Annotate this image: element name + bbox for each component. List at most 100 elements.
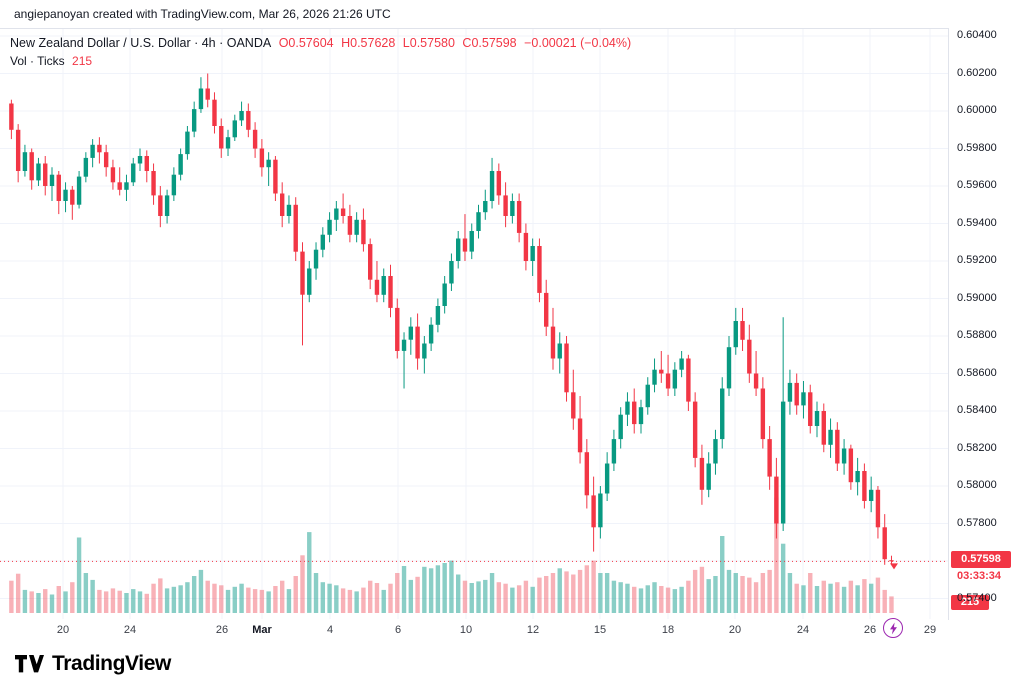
candle-body	[489, 171, 495, 201]
candle-body	[530, 246, 535, 261]
volume-bar	[9, 580, 14, 613]
x-axis-label: 18	[661, 624, 675, 636]
legend-row-symbol: New Zealand Dollar / U.S. Dollar · 4h · …	[10, 35, 631, 51]
candle-body	[300, 251, 305, 295]
candle-body	[692, 401, 698, 458]
last-price-badge: 0.57598	[951, 551, 1011, 568]
volume-bar	[726, 569, 732, 613]
volume-bar	[868, 583, 874, 613]
candle-body	[144, 156, 149, 171]
volume-bar	[720, 536, 725, 613]
candle-body	[821, 411, 826, 445]
volume-bar	[462, 580, 468, 613]
candle-body	[361, 219, 366, 245]
x-axis-label: 24	[123, 624, 137, 636]
volume-bar	[252, 589, 258, 613]
candle-body	[889, 560, 894, 562]
volume-bar	[571, 574, 576, 613]
volume-bar	[36, 593, 41, 613]
candle-body	[327, 219, 332, 235]
volume-bar	[368, 580, 373, 613]
candle-body	[266, 159, 271, 168]
volume-bar	[246, 587, 251, 613]
candle-body	[422, 343, 427, 359]
price-axis-label: 0.58600	[957, 367, 997, 379]
candle-body	[476, 212, 481, 231]
volume-bar	[205, 580, 210, 613]
candle-body	[835, 429, 840, 464]
volume-bar	[388, 583, 393, 613]
volume-bar	[510, 587, 515, 613]
candle-body	[252, 129, 258, 149]
candle-body	[841, 448, 847, 464]
volume-bar	[835, 582, 840, 613]
price-axis-label: 0.60000	[957, 104, 997, 116]
candle-body	[415, 326, 420, 359]
volume-bar	[43, 589, 48, 613]
time-axis[interactable]: 20 24 26 Mar 4 6 10 12 15 18 20 24 26 29	[0, 620, 948, 644]
price-axis-label: 0.59400	[957, 217, 997, 229]
chart-pane[interactable]: New Zealand Dollar / U.S. Dollar · 4h · …	[0, 28, 948, 638]
candle-body	[598, 493, 603, 528]
volume-bar	[327, 583, 332, 613]
x-axis-label: 29	[923, 624, 937, 636]
symbol-title[interactable]: New Zealand Dollar / U.S. Dollar · 4h · …	[10, 36, 272, 50]
candle-body	[496, 171, 502, 196]
volume-bar	[706, 579, 711, 613]
volume-bar	[456, 574, 461, 613]
volume-bar	[313, 573, 319, 613]
candle-body	[544, 292, 549, 327]
volume-bar	[347, 589, 353, 613]
candle-body	[158, 195, 163, 216]
volume-bar	[841, 586, 847, 613]
candle-body	[780, 401, 786, 524]
volume-bar	[178, 585, 183, 613]
x-axis-label: Mar	[252, 624, 272, 636]
tradingview-logo-icon	[15, 655, 44, 673]
candle-body	[334, 208, 339, 220]
candle-body	[875, 489, 881, 528]
candle-body	[212, 99, 217, 126]
candle-body	[456, 238, 461, 261]
volume-bar	[266, 591, 271, 613]
volume-bar	[489, 573, 495, 613]
candle-body	[659, 369, 664, 374]
candle-body	[49, 174, 55, 186]
volume-bar	[381, 589, 386, 613]
candle-body	[652, 369, 657, 385]
x-axis-label: 12	[526, 624, 540, 636]
volume-bar	[158, 578, 163, 613]
volume-bar	[279, 580, 285, 613]
volume-bar	[483, 579, 488, 613]
volume-bar	[395, 573, 400, 613]
candle-body	[564, 343, 569, 393]
instant-trading-bolt-icon[interactable]	[883, 618, 903, 638]
volume-bar	[144, 593, 149, 614]
candle-body	[801, 392, 806, 406]
ohlc-close: C0.57598	[462, 36, 517, 50]
last-price-arrow-icon	[890, 563, 898, 570]
x-axis-label: 20	[56, 624, 70, 636]
candle-body	[97, 144, 102, 153]
volume-bar	[191, 576, 197, 613]
volume-indicator-label[interactable]: Vol · Ticks	[10, 54, 65, 68]
volume-bar	[733, 573, 738, 613]
volume-bar	[232, 586, 237, 613]
candle-body	[293, 204, 298, 252]
price-axis-label: 0.59000	[957, 292, 997, 304]
candle-body	[550, 326, 556, 359]
candle-body	[516, 201, 522, 233]
volume-bar	[90, 579, 95, 613]
candle-body	[401, 339, 407, 351]
candle-body	[164, 195, 170, 216]
candle-body	[828, 429, 833, 445]
volume-bar	[523, 580, 529, 613]
candle-body	[760, 388, 766, 440]
candle-body	[537, 246, 542, 293]
candle-body	[462, 238, 468, 252]
volume-bar	[408, 579, 414, 613]
candle-body	[83, 157, 89, 177]
chart-canvas[interactable]	[0, 29, 948, 621]
price-axis[interactable]: 0.57598 03:33:34 215 0.60400 0.60200 0.600…	[948, 28, 1024, 620]
tradingview-logo[interactable]: TradingView	[14, 652, 171, 676]
